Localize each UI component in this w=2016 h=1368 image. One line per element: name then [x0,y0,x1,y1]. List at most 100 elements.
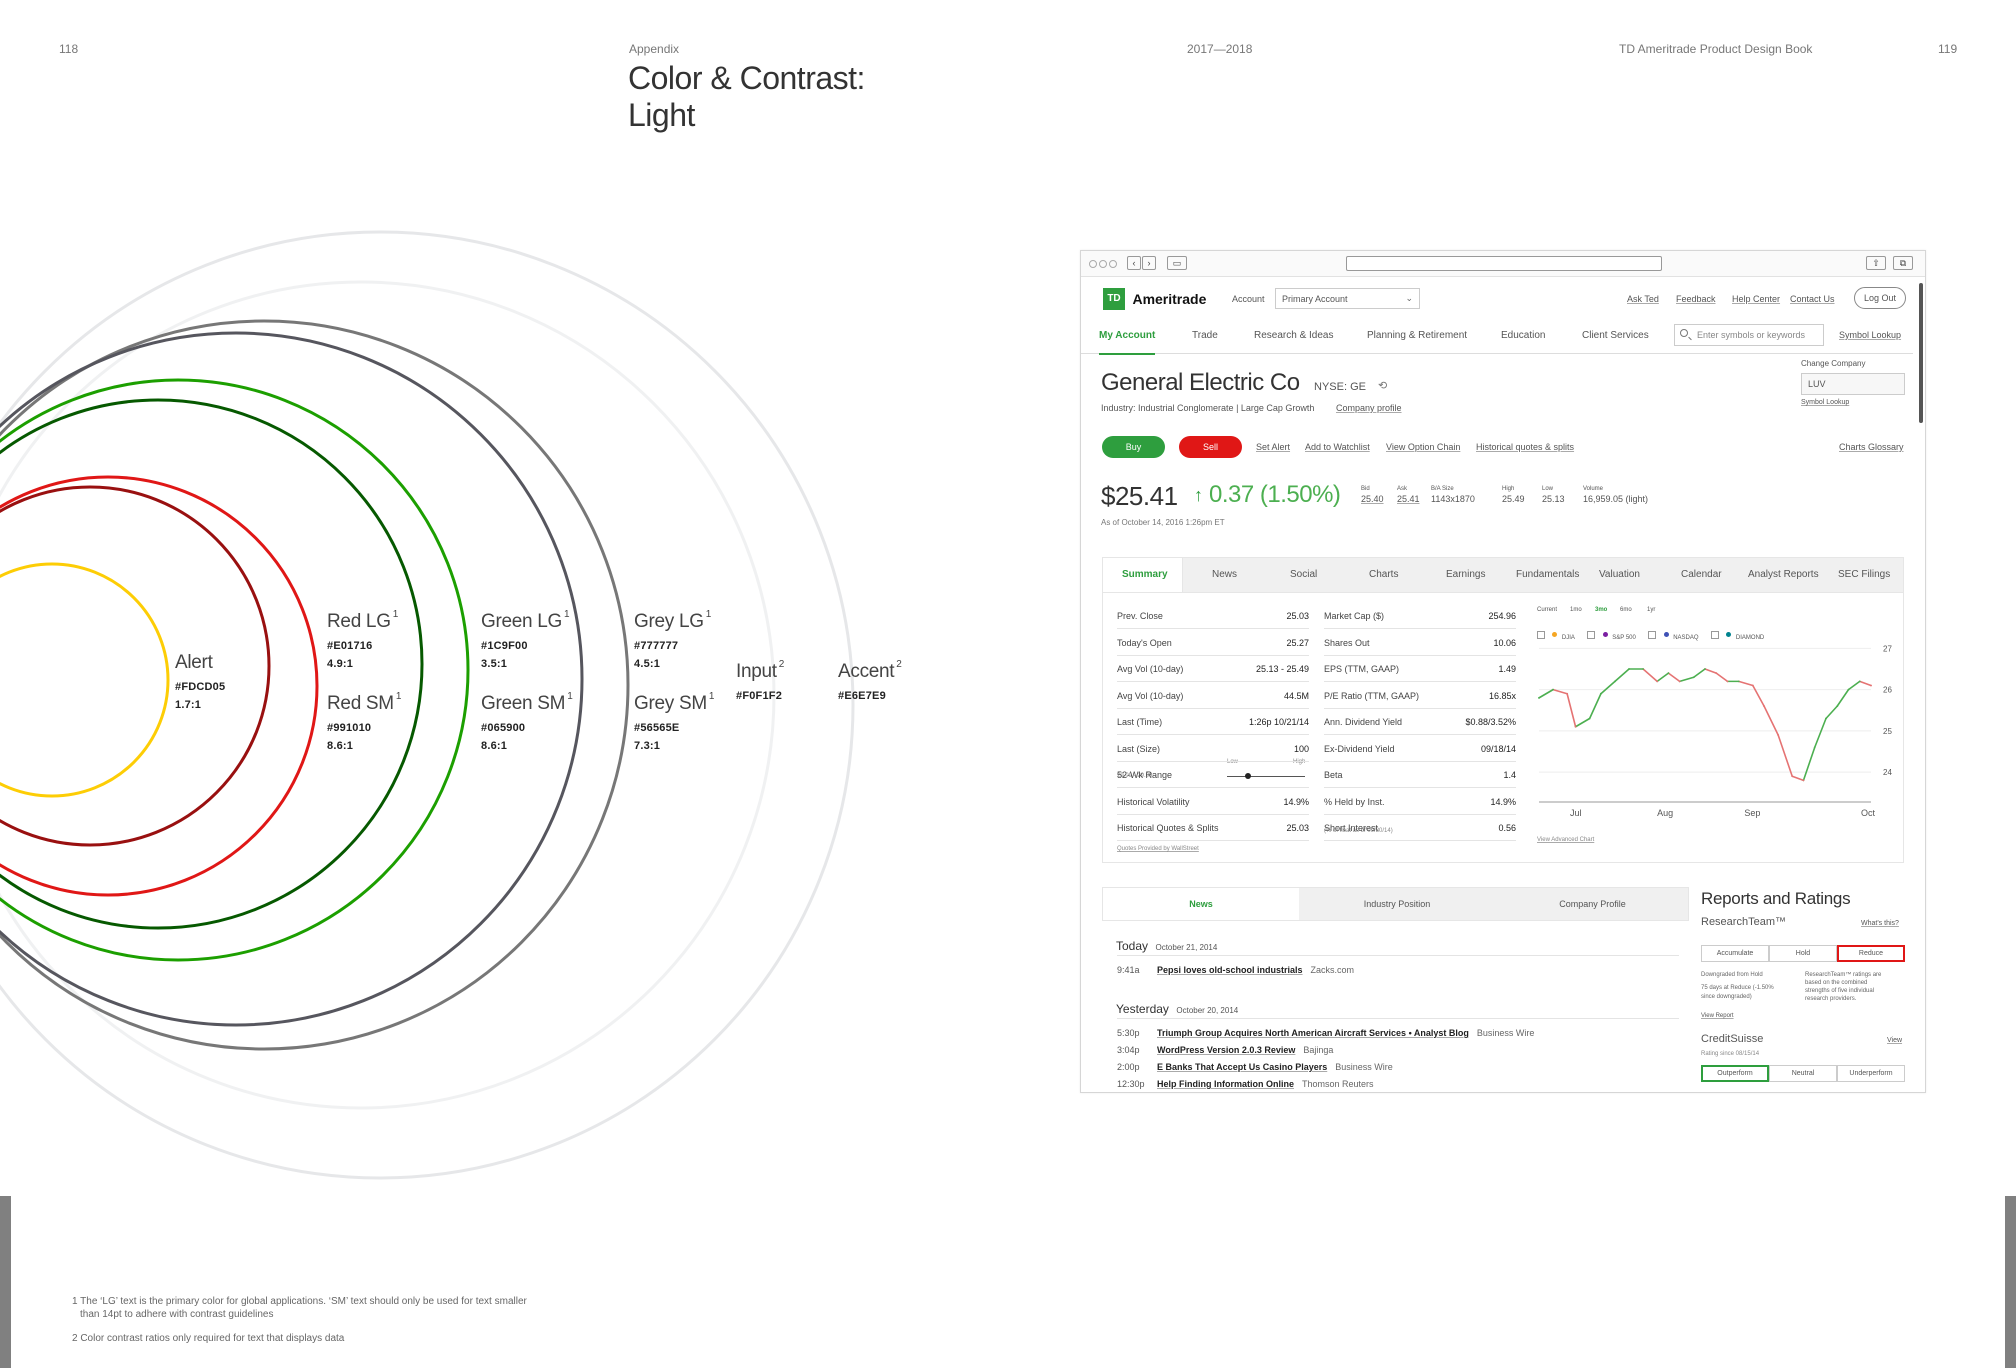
buy-button[interactable]: Buy [1102,436,1165,458]
symbol-lookup-small[interactable]: Symbol Lookup [1801,399,1850,406]
chart-range-1mo[interactable]: 1mo [1570,607,1582,613]
news-time: 9:41a [1117,965,1140,975]
chart-range-current[interactable]: Current [1537,607,1558,613]
sell-button[interactable]: Sell [1179,436,1242,458]
tab-earnings[interactable]: Earnings [1446,569,1486,580]
chart-line-segment [1836,688,1850,707]
set-alert-link[interactable]: Set Alert [1256,442,1291,452]
account-select[interactable]: Primary Account ⌄ [1275,288,1420,309]
tab-analyst-reports[interactable]: Analyst Reports [1748,569,1819,580]
news-divider-2 [1117,1018,1679,1019]
tab-charts[interactable]: Charts [1369,569,1399,580]
charts-glossary-link[interactable]: Charts Glossary [1839,442,1904,452]
quotes-provider-link[interactable]: Quotes Provided by WallStreet [1117,846,1199,852]
feedback-link[interactable]: Feedback [1676,294,1716,304]
chart-line-segment [1614,668,1630,683]
tab-sec-filings[interactable]: SEC Filings [1838,569,1891,580]
tab-fundamentals[interactable]: Fundamentals [1516,569,1580,580]
window-dot-2[interactable] [1099,260,1107,268]
tab-summary[interactable] [1103,558,1183,592]
back-icon[interactable]: ‹ [1127,256,1141,270]
quote_right-value: 14.9% [1490,796,1516,807]
share-icon[interactable]: ⇧ [1866,256,1886,270]
news-tab-news[interactable]: News [1103,888,1299,920]
tabs-icon[interactable]: ⧉ [1893,256,1913,270]
swatch-grey-sm-name: Grey SM [634,693,707,714]
rt-right-line3: strengths of five individual [1805,988,1875,994]
news-headline-link[interactable]: Pepsi loves old-school industrials [1157,965,1303,975]
footnote-2: 2 Color contrast ratios only required fo… [72,1333,345,1344]
change-company-input[interactable]: LUV [1801,373,1905,395]
tab-news[interactable]: News [1212,569,1238,580]
chart-range-3mo[interactable]: 3mo [1595,607,1608,613]
contact-us-link[interactable]: Contact Us [1790,294,1835,304]
tab-social[interactable]: Social [1290,569,1318,580]
news-item: 2:00p E Banks That Accept Us Casino Playe… [1117,1062,1393,1072]
compare-label-sp500: S&P 500 [1612,635,1636,641]
advanced-chart-link[interactable]: View Advanced Chart [1537,837,1595,843]
chart-point [1751,684,1754,687]
chart-line-segment [1777,734,1794,778]
tab-valuation[interactable]: Valuation [1599,569,1640,580]
swatch-green-sm-name: Green SM [481,693,566,714]
nav-planning[interactable]: Planning & Retirement [1367,330,1468,341]
swatch-red-lg-sup: 1 [392,609,399,620]
quote_left-value: 25.27 [1286,637,1309,648]
news-time: 12:30p [1117,1079,1145,1089]
swatch-alert: Alert #FDCD05 1.7:1 [175,652,225,711]
swatch-grey-sm-hex: #56565E [634,722,680,734]
news-headline-link[interactable]: WordPress Version 2.0.3 Review [1157,1045,1296,1055]
chart-range-1yr[interactable]: 1yr [1647,607,1656,613]
news-tab-company[interactable]: Company Profile [1559,899,1626,909]
news-headline-link[interactable]: Help Finding Information Online [1157,1079,1294,1089]
search-box[interactable]: Enter symbols or keywords [1674,324,1824,346]
credit-suisse-name: CreditSuisse [1701,1033,1764,1045]
chart-line-segment [1737,680,1754,687]
chart-y-tick: 27 [1883,644,1892,653]
chart-line-segment [1704,668,1718,674]
research-team-link[interactable]: What's this? [1861,920,1899,927]
chart-range-6mo[interactable]: 6mo [1620,607,1632,613]
price-chart[interactable]: 24 25 26 27 Jul Aug Sep Oct [1531,636,1901,841]
nav-client-services[interactable]: Client Services [1582,330,1649,341]
nav-my-account[interactable]: My Account [1099,330,1156,355]
company-name: General Electric Co [1101,369,1300,396]
refresh-icon[interactable]: ⟲ [1378,380,1388,392]
rt-view-report-link[interactable]: View Report [1701,1013,1734,1019]
window-dot-3[interactable] [1109,260,1117,268]
news-headline-link[interactable]: Triumph Group Acquires North American Ai… [1157,1028,1469,1038]
url-bar[interactable] [1346,256,1662,271]
td-logo[interactable]: TD Ameritrade [1103,288,1206,310]
credit-suisse-sub: Rating since 08/15/14 [1701,1051,1760,1057]
symbol-lookup-link[interactable]: Symbol Lookup [1839,330,1902,340]
ring-red-lg [0,475,319,897]
nav-trade[interactable]: Trade [1192,330,1218,341]
help-center-link[interactable]: Help Center [1732,294,1781,304]
ask-ted-link[interactable]: Ask Ted [1627,294,1659,304]
news-headline-link[interactable]: E Banks That Accept Us Casino Players [1157,1062,1328,1072]
tab-calendar[interactable]: Calendar [1681,569,1722,580]
window-dot-1[interactable] [1089,260,1097,268]
swatch-red-lg-ratio: 4.9:1 [327,658,354,670]
nav-research[interactable]: Research & Ideas [1254,330,1334,341]
chart-y-tick: 26 [1883,686,1892,695]
company-profile-link[interactable]: Company profile [1336,403,1402,413]
add-watchlist-link[interactable]: Add to Watchlist [1305,442,1370,452]
news-tab-industry[interactable]: Industry Position [1363,899,1431,909]
option-chain-link[interactable]: View Option Chain [1386,442,1461,452]
chart-line-segment [1552,688,1568,695]
chart-point [1858,680,1861,683]
swatch-green-sm: Green SM 1 #065900 8.6:1 [481,691,573,752]
credit-suisse-link[interactable]: View [1887,1037,1903,1044]
chart-point [1813,746,1816,749]
page-scrollbar[interactable] [1919,283,1923,423]
forward-icon[interactable]: › [1142,256,1156,270]
rt-right-note: ResearchTeam™ ratings are based on the c… [1805,971,1881,1003]
nav-education[interactable]: Education [1501,330,1546,341]
chart-point [1777,734,1780,736]
rt-left-note: Downgraded from Hold 75 days at Reduce (… [1701,971,1774,1002]
sidebar-icon[interactable]: ▭ [1167,256,1187,270]
quote_left-row: Avg Vol (10-day) 25.13 - 25.49 [1117,656,1309,682]
historical-quotes-link[interactable]: Historical quotes & splits [1476,442,1575,452]
logout-button[interactable]: Log Out [1854,287,1906,309]
